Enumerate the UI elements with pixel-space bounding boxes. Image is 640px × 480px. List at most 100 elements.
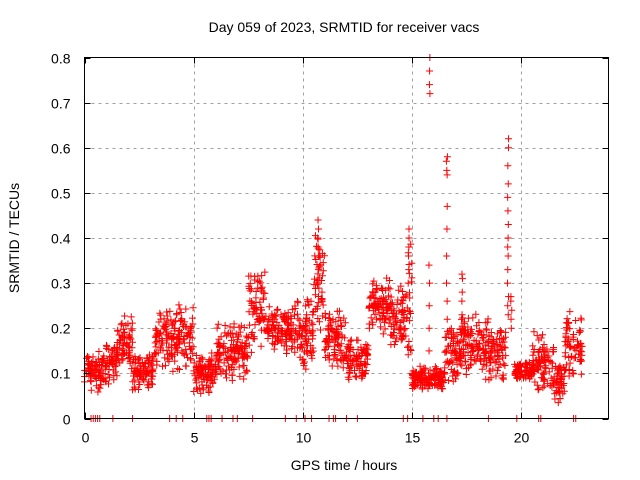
- data-point: [376, 316, 384, 324]
- data-point: [564, 337, 572, 345]
- data-point: [329, 336, 337, 344]
- data-point: [507, 315, 515, 323]
- data-point: [454, 369, 462, 377]
- data-point: [241, 352, 249, 360]
- data-point: [87, 377, 95, 385]
- data-point: [303, 346, 311, 354]
- data-point: [92, 382, 100, 390]
- data-point: [137, 366, 145, 374]
- data-point: [316, 253, 324, 261]
- data-point: [341, 319, 349, 327]
- data-point: [356, 361, 364, 369]
- data-point: [318, 272, 326, 280]
- data-point: [404, 279, 412, 287]
- x-tick-label: 20: [514, 430, 530, 446]
- y-tick-label: 0.2: [51, 321, 71, 337]
- data-point: [300, 323, 308, 331]
- data-point: [484, 318, 492, 326]
- data-point: [459, 348, 467, 356]
- data-point: [421, 364, 429, 372]
- data-point: [131, 353, 139, 361]
- data-point: [192, 379, 200, 387]
- data-point: [302, 337, 310, 345]
- data-point: [473, 322, 481, 330]
- data-point: [120, 325, 128, 333]
- data-point: [190, 388, 198, 396]
- data-point: [426, 279, 434, 287]
- data-point: [305, 301, 313, 309]
- data-point: [441, 348, 449, 356]
- data-point: [552, 387, 560, 395]
- data-point: [151, 333, 159, 341]
- data-point: [299, 356, 307, 364]
- data-point: [482, 319, 490, 327]
- data-point: [387, 293, 395, 301]
- data-point: [117, 321, 125, 329]
- data-point: [238, 339, 246, 347]
- data-point: [449, 339, 457, 347]
- data-point: [95, 347, 103, 355]
- data-point: [131, 376, 139, 384]
- data-point: [314, 266, 322, 274]
- data-point: [294, 299, 302, 307]
- data-point: [482, 375, 490, 383]
- data-point: [496, 335, 504, 343]
- data-point: [443, 202, 451, 210]
- data-point: [303, 296, 311, 304]
- data-point: [162, 331, 170, 339]
- data-point: [127, 335, 135, 343]
- data-point: [315, 262, 323, 270]
- data-points: [81, 54, 586, 422]
- data-point: [304, 342, 312, 350]
- data-point: [213, 324, 221, 332]
- data-point: [220, 359, 228, 367]
- data-point: [458, 324, 466, 332]
- data-point: [504, 193, 512, 201]
- data-point: [325, 332, 333, 340]
- data-point: [228, 329, 236, 337]
- data-point: [258, 310, 266, 318]
- data-point: [472, 310, 480, 318]
- data-point: [181, 318, 189, 326]
- data-point: [283, 346, 291, 354]
- data-point: [182, 305, 190, 313]
- y-tick-label: 0.6: [51, 141, 71, 157]
- data-point: [565, 366, 573, 374]
- data-point: [134, 385, 142, 393]
- data-point: [492, 372, 500, 380]
- data-point: [369, 289, 377, 297]
- data-point: [205, 387, 213, 395]
- data-point: [386, 285, 394, 293]
- data-point: [294, 330, 302, 338]
- data-point: [371, 302, 379, 310]
- data-point: [472, 337, 480, 345]
- data-point: [563, 315, 571, 323]
- data-point: [284, 319, 292, 327]
- data-point: [297, 322, 305, 330]
- data-point: [235, 363, 243, 371]
- data-point: [458, 297, 466, 305]
- data-point: [198, 368, 206, 376]
- data-point: [458, 315, 466, 323]
- data-point: [534, 366, 542, 374]
- data-point: [401, 292, 409, 300]
- data-point: [315, 284, 323, 292]
- data-point: [405, 269, 413, 277]
- data-point: [105, 359, 113, 367]
- data-point: [464, 349, 472, 357]
- data-point: [209, 378, 217, 386]
- data-point: [367, 314, 375, 322]
- data-point: [284, 327, 292, 335]
- data-point: [459, 326, 467, 334]
- data-point: [212, 361, 220, 369]
- data-point: [333, 356, 341, 364]
- data-point: [173, 310, 181, 318]
- data-point: [87, 386, 95, 394]
- data-point: [277, 311, 285, 319]
- data-point: [129, 386, 137, 394]
- data-point: [425, 261, 433, 269]
- data-point: [448, 357, 456, 365]
- data-point: [178, 316, 186, 324]
- data-point: [314, 243, 322, 251]
